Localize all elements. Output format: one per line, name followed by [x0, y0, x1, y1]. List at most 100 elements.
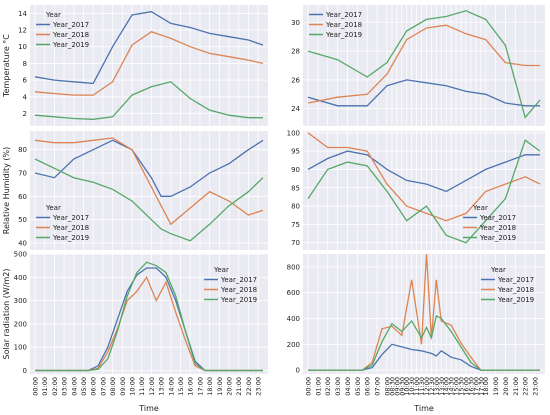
y-tick-label: 60	[18, 193, 27, 201]
x-tick-label: 19:00	[216, 377, 224, 396]
y-tick-label: 300	[14, 297, 27, 305]
x-tick-label: 22:00	[245, 377, 253, 396]
x-tick-label: 16:00	[462, 377, 470, 396]
x-tick-label: 10:00	[403, 377, 411, 396]
series-line-Year_2018	[34, 137, 264, 226]
x-tick-label: 15:00	[177, 377, 185, 396]
x-tick-label: 14:00	[443, 377, 451, 396]
x-tick-label: 13:30	[438, 377, 446, 396]
y-tick-label: 6	[23, 77, 28, 85]
x-axis-label: Time	[138, 404, 159, 413]
y-tick-label: 90	[291, 166, 300, 174]
series-line-Year_2017	[34, 11, 264, 85]
x-tick-label: 06:00	[364, 377, 372, 396]
x-tick-label: 03:00	[334, 377, 342, 396]
x-tick-label: 04:00	[344, 377, 352, 396]
legend-entry-Year_2018: Year_2018	[479, 224, 516, 232]
x-tick-label: 21:00	[235, 377, 243, 396]
series-line-Year_2019	[307, 139, 541, 244]
x-tick-label: 11:30	[418, 377, 426, 396]
y-tick-label: 26	[291, 76, 300, 84]
x-tick-label: 10:30	[408, 377, 416, 396]
x-tick-label: 23:00	[255, 377, 263, 396]
series-line-Year_2018	[307, 24, 540, 104]
x-tick-label: 01:00	[41, 377, 49, 396]
x-tick-label: 05:00	[80, 377, 88, 396]
x-tick-label: 09:30	[398, 377, 406, 396]
y-tick-label: 4	[23, 93, 28, 101]
series-line-Year_2019	[34, 158, 264, 242]
x-tick-label: 08:00	[383, 377, 391, 396]
x-tick-label: 12:30	[428, 377, 436, 396]
y-tick-label: 100	[287, 129, 300, 137]
x-tick-label: 06:00	[90, 377, 98, 396]
panel-solar_left: 0 100 200 300 400 500 Solar radiation (W/m2) Ye…	[2, 251, 268, 413]
x-tick-label: 14:00	[167, 377, 175, 396]
legend-entry-Year_2017: Year_2017	[52, 21, 89, 29]
legend-entry-Year_2019: Year_2019	[497, 296, 534, 304]
y-tick-label: 0	[23, 367, 27, 375]
y-tick-label: 400	[14, 274, 27, 282]
y-tick-label: 8	[23, 60, 27, 68]
x-tick-label: 08:30	[388, 377, 396, 396]
x-tick-label: 15:30	[458, 377, 466, 396]
y-tick-label: 70	[18, 170, 27, 178]
legend: Year Year_2017 Year_2018 Year_2019	[204, 266, 257, 304]
plot-area	[303, 254, 545, 374]
series-line-Year_2019	[34, 81, 263, 120]
y-tick-label: 28	[291, 48, 300, 56]
series-line-Year_2017	[307, 150, 540, 193]
y-tick-label: 500	[14, 251, 27, 259]
legend-title: Year	[213, 266, 229, 274]
legend-entry-Year_2018: Year_2018	[325, 21, 362, 29]
series-line-Year_2018	[34, 30, 264, 96]
legend-entry-Year_2018: Year_2018	[497, 286, 534, 294]
plot-area	[30, 254, 268, 374]
y-tick-label: 100	[14, 344, 27, 352]
legend-title: Year	[45, 11, 61, 19]
x-tick-label: 17:00	[196, 377, 204, 396]
x-tick-label: 11:00	[413, 377, 421, 396]
y-tick-label: 600	[287, 289, 300, 297]
x-tick-label: 11:00	[138, 377, 146, 396]
legend-title: Year	[472, 204, 488, 212]
y-tick-label: 12	[18, 27, 27, 35]
y-tick-label: 200	[14, 320, 27, 328]
x-tick-label: 21:00	[512, 377, 520, 396]
legend: Year Year_2017 Year_2018 Year_2019	[36, 204, 89, 242]
panel-solar_right: 0 200 400 600 800 Year Year_2017 Year_2018 Year_…	[287, 253, 545, 413]
legend-entry-Year_2019: Year_2019	[325, 31, 362, 39]
panel-rh_right: 707580859095100YearYear_2017Year_2018Yea…	[287, 129, 545, 250]
series-line-Year_2018	[307, 132, 541, 222]
legend-title: Year	[45, 204, 61, 212]
legend: Year Year_2017 Year_2018 Year_2019	[463, 204, 516, 242]
plot-area	[30, 131, 268, 250]
series-line-Year_2019	[307, 10, 541, 119]
panel-rh_left: 40 50 60 70 80 Relative Humidity (%) Year Year_…	[2, 131, 268, 250]
x-tick-label: 12:00	[423, 377, 431, 396]
legend-entry-Year_2017: Year_2017	[325, 11, 362, 19]
x-tick-label: 02:00	[51, 377, 59, 396]
series-line-Year_2019	[308, 314, 540, 371]
y-tick-label: 200	[287, 341, 300, 349]
legend-entry-Year_2017: Year_2017	[479, 214, 516, 222]
y-tick-label: 24	[291, 105, 300, 113]
series-line-Year_2017	[307, 79, 540, 107]
legend-entry-Year_2018: Year_2018	[52, 224, 89, 232]
x-tick-label: 04:00	[70, 377, 78, 396]
plot-area	[30, 5, 268, 126]
y-tick-label: 0	[296, 367, 300, 375]
x-tick-label: 01:00	[314, 377, 322, 396]
x-tick-label: 09:00	[119, 377, 127, 396]
x-tick-label: 22:00	[522, 377, 530, 396]
x-tick-label: 12:00	[148, 377, 156, 396]
y-axis-label: Solar radiation (W/m2)	[2, 269, 11, 360]
legend-entry-Year_2018: Year_2018	[220, 286, 257, 294]
legend-entry-Year_2019: Year_2019	[52, 234, 89, 242]
x-tick-label: 13:00	[158, 377, 166, 396]
legend: Year Year_2017 Year_2018 Year_2019	[36, 11, 89, 49]
y-tick-label: 80	[291, 203, 300, 211]
y-tick-label: 40	[18, 240, 27, 248]
x-tick-label: 18:00	[206, 377, 214, 396]
y-tick-label: 800	[287, 263, 300, 271]
